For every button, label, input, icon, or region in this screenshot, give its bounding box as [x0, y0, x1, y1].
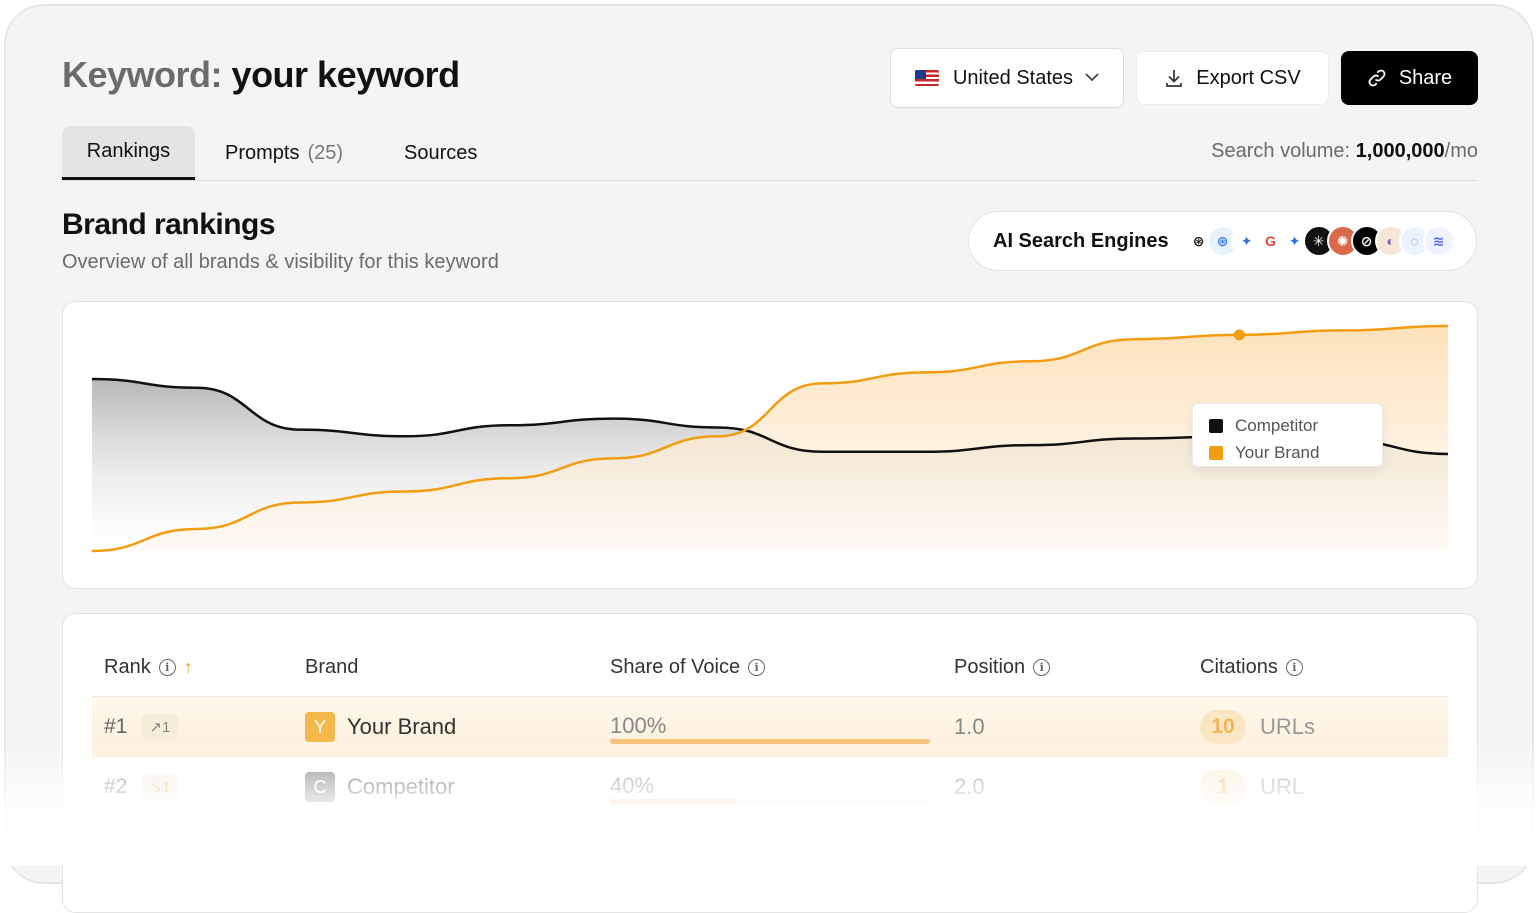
column-label: Brand: [305, 656, 359, 678]
link-icon: [1367, 68, 1387, 88]
export-label: Export CSV: [1196, 66, 1301, 89]
citations-unit: URL: [1260, 774, 1305, 799]
tab-count: (25): [307, 141, 344, 164]
tab-prompts[interactable]: Prompts (25): [225, 126, 343, 180]
section-title: Brand rankings: [62, 208, 276, 241]
chevron-down-icon: [1085, 69, 1099, 85]
export-csv-button[interactable]: Export CSV: [1136, 51, 1329, 105]
engines-label: AI Search Engines: [993, 229, 1169, 252]
data-point-your-brand[interactable]: [1233, 329, 1245, 341]
tab-divider: [62, 180, 1478, 181]
column-header-share-of-voice[interactable]: Share of Voice i: [610, 656, 766, 679]
legend-label: Your Brand: [1235, 442, 1320, 462]
citations-cell[interactable]: 10 URLs: [1200, 710, 1315, 744]
brand-avatar: Y: [305, 712, 335, 742]
us-flag-icon: [914, 70, 939, 86]
download-icon: [1164, 68, 1184, 88]
sov-value: 40%: [610, 773, 655, 798]
keyword-text: your keyword: [231, 54, 461, 95]
country-select[interactable]: United States: [890, 48, 1124, 108]
section-subtitle: Overview of all brands & visibility for …: [62, 251, 499, 273]
column-label: Position: [954, 656, 1026, 678]
country-label: United States: [952, 66, 1074, 89]
info-icon[interactable]: i: [158, 659, 176, 676]
legend-item-competitor: Competitor: [1209, 412, 1382, 439]
position-value: 2.0: [954, 774, 985, 799]
sov-bar-fill: [610, 739, 930, 744]
citations-unit: URLs: [1260, 714, 1316, 739]
rank-value: #2: [104, 775, 128, 798]
column-label: Share of Voice: [610, 656, 741, 678]
deepseek-icon[interactable]: ≋: [1422, 225, 1455, 257]
column-label: Citations: [1200, 656, 1278, 678]
rank-delta-value: 1: [161, 778, 171, 796]
legend-item-your-brand: Your Brand: [1209, 439, 1382, 466]
brand-name: Your Brand: [347, 714, 457, 739]
rank-cell: #1 ↗ 1: [104, 712, 179, 742]
engine-logos: ⊛ ⊛ ✦ G ✦ ✳ ✺ ⊘ ◐ ◌ ≋: [1182, 225, 1455, 257]
brand-cell[interactable]: C Competitor: [305, 772, 455, 802]
rank-delta-up: ↗ 1: [141, 714, 179, 740]
sov-value: 100%: [610, 713, 667, 738]
chart-legend: Competitor Your Brand: [1192, 403, 1383, 467]
page-title: Keyword: your keyword: [62, 54, 460, 96]
sort-asc-icon[interactable]: ↑: [183, 657, 193, 677]
position-value: 1.0: [954, 714, 985, 739]
column-label: Rank: [104, 656, 151, 678]
column-header-citations[interactable]: Citations i: [1200, 656, 1303, 679]
citations-count: 10: [1200, 710, 1246, 744]
column-header-position[interactable]: Position i: [954, 656, 1051, 679]
info-icon[interactable]: i: [748, 659, 766, 676]
share-label: Share: [1398, 66, 1453, 89]
citations-cell[interactable]: 1 URL: [1200, 770, 1304, 804]
brand-avatar: C: [305, 772, 335, 802]
rank-delta-down: ↘ 1: [141, 774, 179, 800]
search-volume-label: Search volume:: [1211, 140, 1351, 162]
table-header-divider: [92, 696, 1448, 697]
ai-search-engines-filter[interactable]: AI Search Engines ⊛ ⊛ ✦ G ✦ ✳ ✺ ⊘ ◐ ◌ ≋: [968, 211, 1477, 271]
legend-swatch: [1209, 445, 1223, 460]
brand-name: Competitor: [347, 774, 455, 799]
legend-swatch: [1209, 418, 1223, 433]
tab-label: Rankings: [86, 140, 171, 162]
info-icon[interactable]: i: [1285, 659, 1303, 676]
citations-count: 1: [1200, 770, 1246, 804]
legend-label: Competitor: [1235, 415, 1319, 435]
rank-value: #1: [104, 715, 128, 738]
rank-delta-value: 1: [161, 718, 171, 736]
search-volume-value: 1,000,000: [1355, 140, 1445, 162]
search-volume-unit: /mo: [1444, 140, 1478, 162]
rank-cell: #2 ↘ 1: [104, 772, 179, 802]
search-volume: Search volume: 1,000,000/mo: [1211, 140, 1478, 163]
tab-label: Prompts: [225, 141, 300, 164]
trend-down-icon: ↘: [149, 779, 162, 796]
brand-cell[interactable]: Y Your Brand: [305, 712, 456, 742]
share-button[interactable]: Share: [1341, 51, 1478, 105]
rankings-chart: [91, 324, 1449, 553]
title-label: Keyword:: [62, 54, 223, 95]
tab-sources[interactable]: Sources: [404, 126, 477, 180]
info-icon[interactable]: i: [1033, 659, 1051, 676]
tab-label: Sources: [404, 141, 478, 164]
tab-rankings[interactable]: Rankings: [62, 126, 195, 180]
trend-up-icon: ↗: [149, 719, 162, 736]
sov-bar-fill: [610, 799, 738, 804]
series-line-your-brand: [91, 324, 1449, 553]
column-header-rank[interactable]: Rank i ↑: [104, 656, 193, 679]
column-header-brand[interactable]: Brand: [305, 656, 358, 679]
